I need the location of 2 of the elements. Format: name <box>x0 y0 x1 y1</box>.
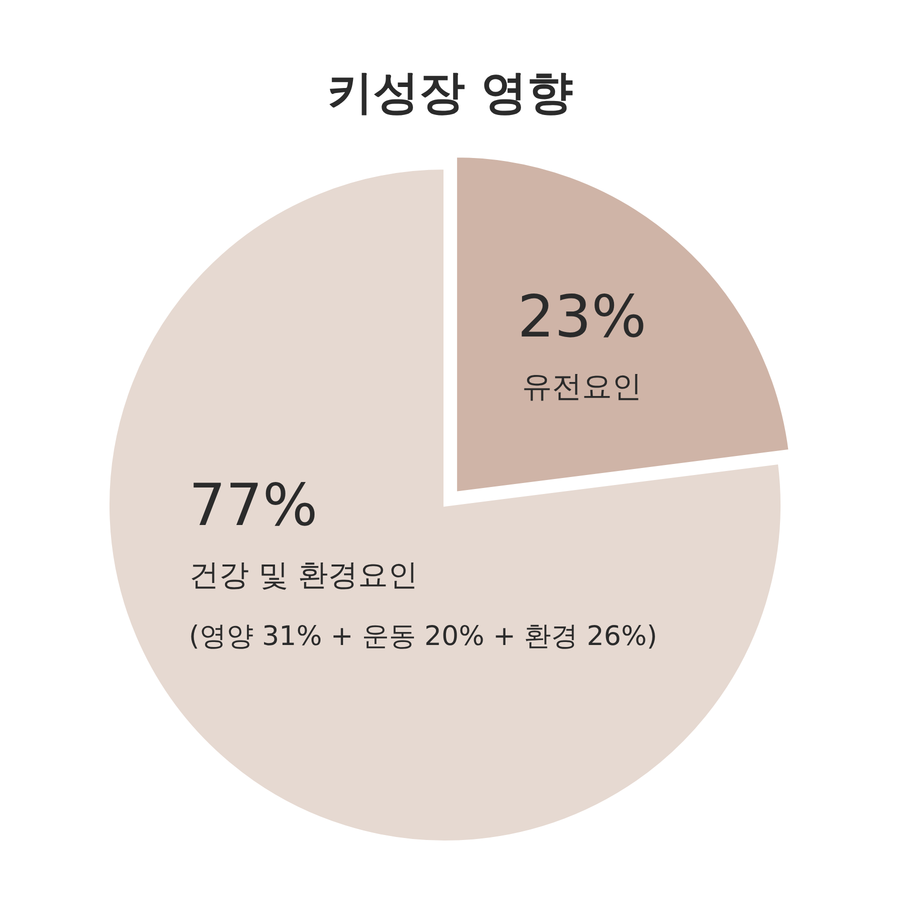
annotation: (영양 31% + 운동 20% + 환경 26%) <box>188 621 658 652</box>
title: 키성장 영향 <box>327 65 573 119</box>
